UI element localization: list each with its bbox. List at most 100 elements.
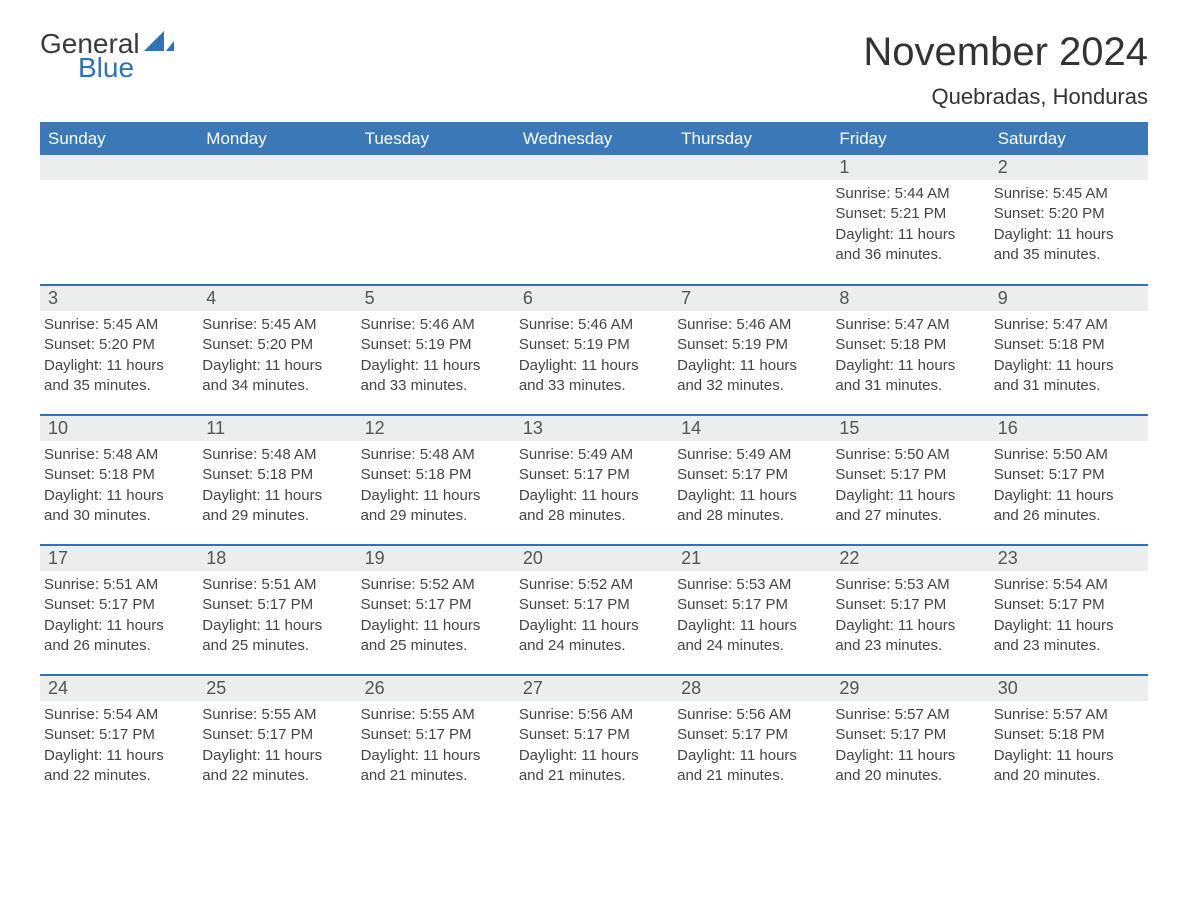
day-number: 9 (990, 286, 1148, 311)
day-number: 10 (40, 416, 198, 441)
day-details: Sunrise: 5:56 AMSunset: 5:17 PMDaylight:… (515, 701, 673, 790)
calendar-day-cell: 15Sunrise: 5:50 AMSunset: 5:17 PMDayligh… (831, 415, 989, 545)
daylight-text: Daylight: 11 hours and 21 minutes. (519, 746, 665, 787)
sunset-text: Sunset: 5:17 PM (994, 595, 1140, 615)
day-number: 28 (673, 676, 831, 701)
sunset-text: Sunset: 5:17 PM (677, 465, 823, 485)
sunrise-text: Sunrise: 5:56 AM (677, 705, 823, 725)
calendar-week-row: 3Sunrise: 5:45 AMSunset: 5:20 PMDaylight… (40, 285, 1148, 415)
calendar-day-cell: 25Sunrise: 5:55 AMSunset: 5:17 PMDayligh… (198, 675, 356, 805)
sunset-text: Sunset: 5:18 PM (361, 465, 507, 485)
daylight-text: Daylight: 11 hours and 31 minutes. (994, 356, 1140, 397)
calendar-day-cell: 23Sunrise: 5:54 AMSunset: 5:17 PMDayligh… (990, 545, 1148, 675)
sunrise-text: Sunrise: 5:49 AM (677, 445, 823, 465)
calendar-day-cell: 21Sunrise: 5:53 AMSunset: 5:17 PMDayligh… (673, 545, 831, 675)
sunset-text: Sunset: 5:18 PM (44, 465, 190, 485)
day-number: 20 (515, 546, 673, 571)
day-number: 2 (990, 155, 1148, 180)
calendar-day-cell: 26Sunrise: 5:55 AMSunset: 5:17 PMDayligh… (357, 675, 515, 805)
calendar-day-cell (198, 155, 356, 285)
logo: General Blue (40, 30, 174, 86)
daylight-text: Daylight: 11 hours and 24 minutes. (677, 616, 823, 657)
weekday-header: Sunday (40, 123, 198, 156)
day-number: 23 (990, 546, 1148, 571)
day-number: 17 (40, 546, 198, 571)
daylight-text: Daylight: 11 hours and 26 minutes. (44, 616, 190, 657)
sunrise-text: Sunrise: 5:50 AM (994, 445, 1140, 465)
calendar-day-cell: 29Sunrise: 5:57 AMSunset: 5:17 PMDayligh… (831, 675, 989, 805)
day-number: 25 (198, 676, 356, 701)
calendar-day-cell: 9Sunrise: 5:47 AMSunset: 5:18 PMDaylight… (990, 285, 1148, 415)
calendar-week-row: 24Sunrise: 5:54 AMSunset: 5:17 PMDayligh… (40, 675, 1148, 805)
sunset-text: Sunset: 5:18 PM (202, 465, 348, 485)
sunrise-text: Sunrise: 5:49 AM (519, 445, 665, 465)
calendar-day-cell: 10Sunrise: 5:48 AMSunset: 5:18 PMDayligh… (40, 415, 198, 545)
sunrise-text: Sunrise: 5:51 AM (202, 575, 348, 595)
calendar-day-cell: 28Sunrise: 5:56 AMSunset: 5:17 PMDayligh… (673, 675, 831, 805)
day-number: 3 (40, 286, 198, 311)
calendar-day-cell: 5Sunrise: 5:46 AMSunset: 5:19 PMDaylight… (357, 285, 515, 415)
day-number: 12 (357, 416, 515, 441)
sunrise-text: Sunrise: 5:46 AM (677, 315, 823, 335)
daylight-text: Daylight: 11 hours and 27 minutes. (835, 486, 981, 527)
day-number: 11 (198, 416, 356, 441)
sunrise-text: Sunrise: 5:46 AM (361, 315, 507, 335)
day-details: Sunrise: 5:46 AMSunset: 5:19 PMDaylight:… (357, 311, 515, 400)
day-details: Sunrise: 5:48 AMSunset: 5:18 PMDaylight:… (198, 441, 356, 530)
calendar-day-cell: 1Sunrise: 5:44 AMSunset: 5:21 PMDaylight… (831, 155, 989, 285)
calendar-day-cell: 2Sunrise: 5:45 AMSunset: 5:20 PMDaylight… (990, 155, 1148, 285)
calendar-day-cell: 20Sunrise: 5:52 AMSunset: 5:17 PMDayligh… (515, 545, 673, 675)
daylight-text: Daylight: 11 hours and 22 minutes. (44, 746, 190, 787)
sunset-text: Sunset: 5:20 PM (44, 335, 190, 355)
daylight-text: Daylight: 11 hours and 20 minutes. (835, 746, 981, 787)
day-details: Sunrise: 5:49 AMSunset: 5:17 PMDaylight:… (515, 441, 673, 530)
calendar-day-cell: 24Sunrise: 5:54 AMSunset: 5:17 PMDayligh… (40, 675, 198, 805)
day-number: 27 (515, 676, 673, 701)
sunset-text: Sunset: 5:18 PM (994, 335, 1140, 355)
calendar-day-cell (357, 155, 515, 285)
daylight-text: Daylight: 11 hours and 23 minutes. (835, 616, 981, 657)
day-details: Sunrise: 5:54 AMSunset: 5:17 PMDaylight:… (40, 701, 198, 790)
weekday-header: Monday (198, 123, 356, 156)
day-details: Sunrise: 5:50 AMSunset: 5:17 PMDaylight:… (990, 441, 1148, 530)
calendar-week-row: 17Sunrise: 5:51 AMSunset: 5:17 PMDayligh… (40, 545, 1148, 675)
title-block: November 2024 Quebradas, Honduras (863, 30, 1148, 110)
weekday-header: Saturday (990, 123, 1148, 156)
day-number (515, 155, 673, 180)
sunrise-text: Sunrise: 5:53 AM (677, 575, 823, 595)
sunset-text: Sunset: 5:17 PM (202, 595, 348, 615)
sunset-text: Sunset: 5:19 PM (519, 335, 665, 355)
day-details: Sunrise: 5:44 AMSunset: 5:21 PMDaylight:… (831, 180, 989, 269)
day-number: 15 (831, 416, 989, 441)
sunrise-text: Sunrise: 5:57 AM (994, 705, 1140, 725)
sunset-text: Sunset: 5:19 PM (677, 335, 823, 355)
sunset-text: Sunset: 5:19 PM (361, 335, 507, 355)
daylight-text: Daylight: 11 hours and 25 minutes. (361, 616, 507, 657)
page-subtitle: Quebradas, Honduras (863, 84, 1148, 110)
daylight-text: Daylight: 11 hours and 28 minutes. (677, 486, 823, 527)
day-number: 7 (673, 286, 831, 311)
day-number (198, 155, 356, 180)
logo-sail-icon (144, 31, 174, 58)
sunrise-text: Sunrise: 5:44 AM (835, 184, 981, 204)
sunset-text: Sunset: 5:17 PM (835, 465, 981, 485)
day-number: 22 (831, 546, 989, 571)
sunrise-text: Sunrise: 5:53 AM (835, 575, 981, 595)
daylight-text: Daylight: 11 hours and 30 minutes. (44, 486, 190, 527)
sunrise-text: Sunrise: 5:52 AM (361, 575, 507, 595)
weekday-header: Thursday (673, 123, 831, 156)
day-number: 5 (357, 286, 515, 311)
day-number: 29 (831, 676, 989, 701)
daylight-text: Daylight: 11 hours and 21 minutes. (677, 746, 823, 787)
page-title: November 2024 (863, 30, 1148, 74)
daylight-text: Daylight: 11 hours and 29 minutes. (361, 486, 507, 527)
sunset-text: Sunset: 5:20 PM (202, 335, 348, 355)
calendar-day-cell: 11Sunrise: 5:48 AMSunset: 5:18 PMDayligh… (198, 415, 356, 545)
daylight-text: Daylight: 11 hours and 31 minutes. (835, 356, 981, 397)
sunrise-text: Sunrise: 5:45 AM (44, 315, 190, 335)
daylight-text: Daylight: 11 hours and 32 minutes. (677, 356, 823, 397)
daylight-text: Daylight: 11 hours and 35 minutes. (44, 356, 190, 397)
daylight-text: Daylight: 11 hours and 20 minutes. (994, 746, 1140, 787)
sunset-text: Sunset: 5:17 PM (994, 465, 1140, 485)
sunset-text: Sunset: 5:20 PM (994, 204, 1140, 224)
